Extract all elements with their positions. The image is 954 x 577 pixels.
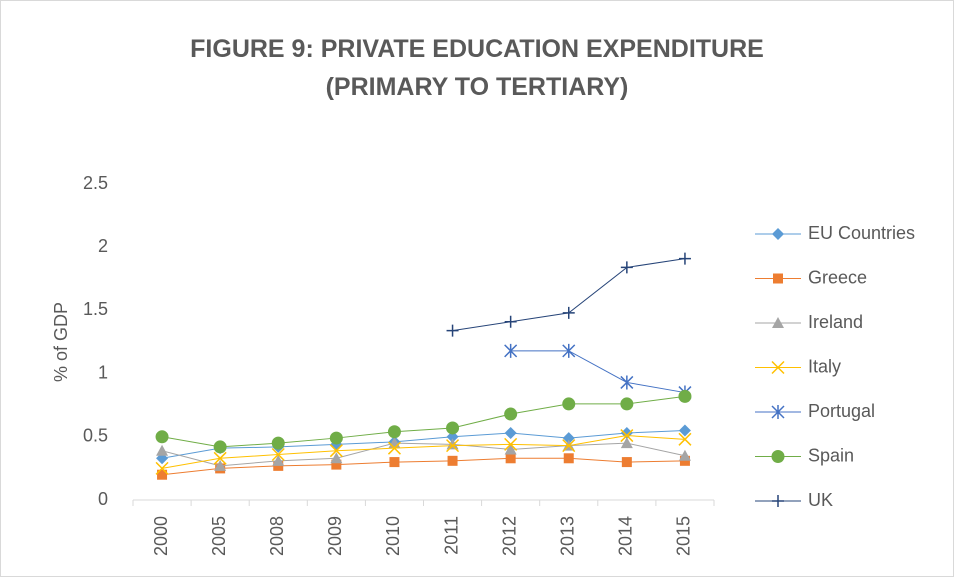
marker (504, 437, 518, 451)
marker (446, 421, 460, 435)
x-tick-label: 2015 (674, 516, 694, 556)
marker (213, 440, 227, 454)
marker (620, 429, 634, 443)
series-line (510, 350, 686, 394)
marker (330, 452, 343, 464)
x-tick-label: 2011 (441, 516, 461, 555)
marker (155, 461, 169, 475)
y-tick-label: 1 (98, 362, 108, 382)
marker (504, 407, 518, 421)
legend-label: Portugal (808, 401, 875, 421)
marker (387, 425, 401, 439)
marker (771, 360, 785, 375)
x-tick-label: 2012 (499, 516, 519, 556)
marker (157, 469, 168, 480)
marker (446, 439, 460, 453)
marker (505, 453, 516, 464)
series-line (161, 457, 685, 476)
legend-label: UK (808, 490, 833, 510)
series-line (161, 435, 685, 469)
marker (771, 450, 785, 463)
chart-title: FIGURE 9: PRIVATE EDUCATION EXPENDITURE … (190, 35, 764, 101)
marker (446, 438, 459, 450)
y-tick-label: 0.5 (83, 426, 108, 446)
marker (387, 441, 401, 455)
marker (620, 375, 634, 390)
marker (504, 315, 517, 328)
marker (678, 252, 691, 265)
y-axis-label: % of GDP (51, 302, 71, 382)
y-tick-label: 2 (98, 236, 108, 256)
legend-label: Ireland (808, 312, 863, 332)
x-tick-label: 2008 (267, 516, 287, 556)
marker (678, 424, 691, 437)
y-tick-label: 2.5 (83, 173, 108, 193)
marker (213, 451, 227, 465)
y-tick-label: 1.5 (83, 299, 108, 319)
legend-label: Greece (808, 267, 867, 287)
marker (563, 453, 574, 464)
marker (271, 447, 285, 462)
marker (678, 449, 691, 461)
x-tick-label: 2009 (325, 516, 345, 556)
marker (621, 457, 632, 468)
x-tick-label: 2013 (558, 516, 578, 556)
x-tick-label: 2010 (383, 516, 403, 556)
marker (331, 459, 342, 470)
marker (446, 324, 459, 337)
x-tick-label: 2000 (151, 516, 171, 556)
marker (679, 455, 690, 466)
marker (504, 427, 517, 440)
marker (620, 397, 634, 411)
marker (562, 306, 575, 319)
marker (446, 430, 459, 443)
marker (562, 439, 576, 453)
marker (156, 444, 169, 456)
x-tick-label: 2014 (616, 516, 636, 556)
marker (447, 455, 458, 466)
marker (272, 454, 285, 466)
marker (504, 343, 518, 358)
marker (772, 228, 784, 240)
marker (329, 444, 343, 458)
marker (678, 389, 692, 403)
marker (273, 460, 284, 471)
legend-label: Italy (808, 356, 841, 376)
marker (504, 443, 517, 455)
legend-label: Spain (808, 445, 854, 465)
legend-label: EU Countries (808, 223, 915, 243)
marker (389, 457, 400, 468)
marker (772, 495, 784, 507)
series-line (161, 442, 686, 467)
series-line (452, 258, 686, 332)
x-tick-label: 2005 (209, 516, 229, 556)
marker (678, 432, 692, 446)
marker (773, 273, 783, 284)
marker (771, 405, 785, 419)
marker (620, 437, 633, 449)
marker (562, 397, 576, 411)
marker (772, 317, 784, 328)
marker (214, 459, 227, 471)
series-line (161, 395, 686, 448)
marker (620, 261, 633, 274)
marker (155, 430, 169, 444)
marker (271, 436, 285, 450)
marker (329, 431, 343, 445)
y-tick-label: 0 (98, 489, 108, 509)
marker (562, 343, 576, 358)
marker (562, 432, 575, 445)
series-line (161, 429, 685, 459)
